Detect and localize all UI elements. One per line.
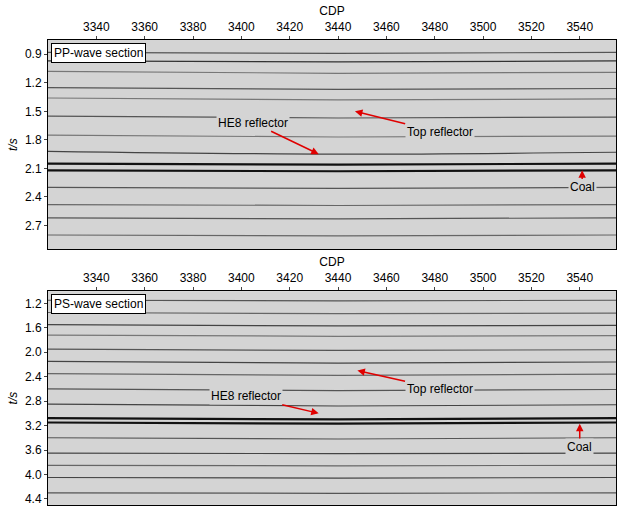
svg-text:3420: 3420 [276, 20, 303, 34]
svg-text:Coal: Coal [570, 180, 595, 194]
svg-text:3500: 3500 [470, 20, 497, 34]
svg-text:3340: 3340 [83, 271, 110, 285]
svg-text:Top reflector: Top reflector [407, 382, 473, 396]
svg-text:PP-wave section: PP-wave section [54, 46, 143, 60]
svg-text:3500: 3500 [470, 271, 497, 285]
svg-text:1.2: 1.2 [25, 297, 42, 311]
svg-text:2.4: 2.4 [25, 190, 42, 204]
svg-text:2.7: 2.7 [25, 219, 42, 233]
svg-text:Top reflector: Top reflector [407, 125, 473, 139]
svg-text:3340: 3340 [83, 20, 110, 34]
svg-text:t/s: t/s [6, 138, 20, 151]
svg-text:HE8 reflector: HE8 reflector [218, 116, 288, 130]
svg-text:3520: 3520 [518, 271, 545, 285]
svg-text:3480: 3480 [421, 20, 448, 34]
svg-text:3400: 3400 [228, 20, 255, 34]
svg-text:0.9: 0.9 [25, 47, 42, 61]
svg-text:2.0: 2.0 [25, 345, 42, 359]
svg-text:3540: 3540 [566, 20, 593, 34]
svg-text:3440: 3440 [325, 20, 352, 34]
svg-text:3480: 3480 [421, 271, 448, 285]
svg-text:3380: 3380 [180, 20, 207, 34]
svg-text:3460: 3460 [373, 271, 400, 285]
svg-text:Coal: Coal [567, 440, 592, 454]
svg-text:3520: 3520 [518, 20, 545, 34]
svg-text:1.2: 1.2 [25, 76, 42, 90]
svg-text:3.6: 3.6 [25, 443, 42, 457]
svg-text:3420: 3420 [276, 271, 303, 285]
svg-text:3.2: 3.2 [25, 419, 42, 433]
svg-text:3380: 3380 [180, 271, 207, 285]
svg-text:2.1: 2.1 [25, 162, 42, 176]
svg-text:1.5: 1.5 [25, 105, 42, 119]
svg-text:4.0: 4.0 [25, 468, 42, 482]
svg-text:3360: 3360 [131, 271, 158, 285]
svg-text:t/s: t/s [6, 392, 20, 405]
svg-text:3540: 3540 [566, 271, 593, 285]
svg-text:CDP: CDP [319, 255, 344, 269]
svg-text:2.4: 2.4 [25, 370, 42, 384]
svg-text:3360: 3360 [131, 20, 158, 34]
svg-text:2.8: 2.8 [25, 394, 42, 408]
svg-text:3400: 3400 [228, 271, 255, 285]
svg-text:PS-wave section: PS-wave section [54, 297, 143, 311]
svg-text:4.4: 4.4 [25, 492, 42, 506]
svg-text:1.6: 1.6 [25, 321, 42, 335]
svg-text:HE8 reflector: HE8 reflector [211, 389, 281, 403]
svg-text:3460: 3460 [373, 20, 400, 34]
svg-text:1.8: 1.8 [25, 133, 42, 147]
svg-text:3440: 3440 [325, 271, 352, 285]
svg-text:CDP: CDP [319, 4, 344, 18]
